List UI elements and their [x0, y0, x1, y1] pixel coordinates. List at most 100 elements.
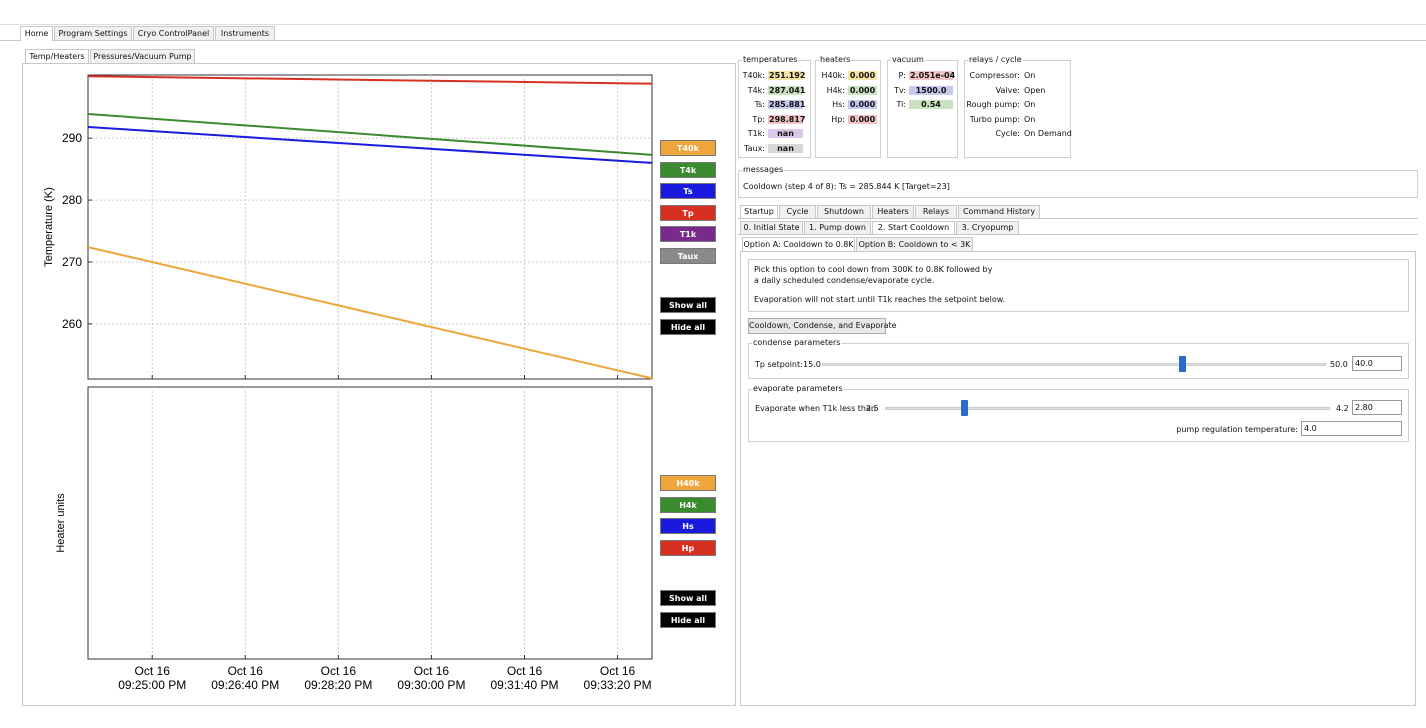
main-tab[interactable]: Program Settings — [54, 26, 132, 41]
legend-button[interactable]: Taux — [660, 248, 716, 264]
x-tick-label: 09:33:20 PM — [584, 678, 652, 692]
legend-button[interactable]: Hide all — [660, 319, 716, 335]
status-value: 0.54 — [909, 100, 953, 109]
group-title: condense parameters — [752, 338, 842, 347]
legend-button[interactable]: Hp — [660, 539, 716, 556]
description-box — [748, 259, 1409, 312]
status-label: Tp: — [752, 114, 765, 124]
x-tick-date: Oct 16 — [321, 664, 357, 678]
legend-button[interactable]: T1k — [660, 226, 716, 243]
legend-button[interactable]: Tp — [660, 204, 716, 221]
status-label: Valve: — [995, 85, 1020, 95]
control-tab[interactable]: Startup — [740, 205, 778, 219]
main-tab[interactable]: Home — [20, 26, 53, 41]
temperature-line — [87, 75, 653, 85]
temperature-line — [87, 246, 653, 380]
status-value: 285.881 — [768, 100, 806, 109]
main-tab[interactable]: Instruments — [215, 26, 275, 41]
action-button[interactable]: Cooldown, Condense, and Evaporate — [748, 318, 897, 334]
temperature-line — [87, 126, 653, 164]
slider-min: 15.0 — [803, 360, 821, 369]
legend-button[interactable]: Ts — [660, 183, 716, 200]
y-tick-label: 290 — [62, 131, 82, 145]
temperature-plot-frame — [87, 74, 653, 380]
status-value: 0.000 — [848, 114, 877, 124]
heater-plot-frame — [87, 386, 653, 660]
param-input[interactable]: 4.0 — [1301, 421, 1402, 436]
param-label: Tp setpoint: — [755, 360, 803, 369]
group-title: relays / cycle — [968, 55, 1023, 64]
status-label: Cycle: — [995, 129, 1020, 138]
status-label: P: — [898, 71, 906, 80]
legend-button[interactable]: Show all — [660, 297, 716, 313]
status-value: 0.000 — [848, 100, 877, 109]
status-label: Tv: — [894, 85, 906, 95]
param-input[interactable]: 2.80 — [1352, 400, 1402, 415]
step-tab[interactable]: 3. Cryopump — [956, 221, 1019, 235]
control-tab[interactable]: Cycle — [779, 205, 816, 219]
x-tick-label: 09:30:00 PM — [397, 678, 465, 692]
status-label: H40k: — [821, 71, 845, 80]
status-value: 287.041 — [768, 85, 806, 95]
slider-max: 4.2 — [1336, 404, 1349, 413]
slider-handle[interactable] — [1179, 356, 1186, 372]
legend-button[interactable]: Hs — [660, 518, 716, 535]
option-panel — [740, 251, 1416, 706]
status-value: Open — [1024, 85, 1046, 95]
legend-button[interactable]: T4k — [660, 161, 716, 178]
status-value: 298.817 — [768, 114, 806, 124]
legend-button[interactable]: Hide all — [660, 612, 716, 628]
message-text: Cooldown (step 4 of 8): Ts = 285.844 K [… — [743, 182, 950, 191]
x-tick-date: Oct 16 — [135, 664, 171, 678]
step-tab[interactable]: 1. Pump down — [804, 221, 871, 235]
status-label: Taux: — [744, 143, 765, 153]
status-label: Hs: — [832, 100, 845, 109]
messages-group — [738, 170, 1418, 198]
main-tab[interactable]: Cryo ControlPanel — [133, 26, 214, 41]
x-tick-label: 09:31:40 PM — [490, 678, 558, 692]
tab-line — [738, 218, 1418, 219]
group-title: messages — [742, 165, 785, 174]
status-value: On Demand — [1024, 129, 1072, 138]
status-label: Rough pump: — [966, 100, 1020, 109]
plot-tab[interactable]: Temp/Heaters — [25, 49, 89, 64]
plot-panel — [22, 63, 736, 706]
slider-handle[interactable] — [960, 400, 968, 416]
y-tick-label: 280 — [62, 193, 82, 207]
control-tab[interactable]: Relays — [915, 205, 957, 219]
slider-max: 50.0 — [1330, 360, 1348, 369]
control-tab[interactable]: Heaters — [872, 205, 914, 219]
status-value: 251.192 — [768, 71, 806, 80]
legend-button[interactable]: Show all — [660, 590, 716, 606]
option-tab[interactable]: Option B: Cooldown to < 3K — [856, 237, 973, 252]
control-tab[interactable]: Command History — [958, 205, 1040, 219]
group-title: vacuum — [891, 55, 925, 64]
status-label: T4k: — [747, 85, 765, 95]
legend-button[interactable]: H40k — [660, 475, 716, 491]
slider-min: 2.5 — [866, 404, 879, 413]
y-axis-label: Temperature (K) — [43, 187, 55, 266]
status-value: 2.051e-04 — [909, 71, 956, 80]
tab-line — [738, 234, 1418, 235]
status-label: H4k: — [826, 85, 845, 95]
control-tab[interactable]: Shutdown — [817, 205, 871, 219]
x-tick-date: Oct 16 — [600, 664, 636, 678]
x-tick-date: Oct 16 — [414, 664, 450, 678]
parameter-group — [748, 343, 1409, 379]
status-value: On — [1024, 114, 1036, 124]
option-tab[interactable]: Option A: Cooldown to 0.8K — [742, 237, 855, 252]
param-input[interactable]: 40.0 — [1352, 356, 1402, 371]
description-line: Evaporation will not start until T1k rea… — [754, 295, 1006, 304]
step-tab[interactable]: 2. Start Cooldown — [872, 221, 955, 235]
status-label: Compressor: — [969, 71, 1020, 80]
status-value: nan — [768, 143, 803, 153]
legend-button[interactable]: H4k — [660, 496, 716, 513]
slider-track — [822, 363, 1326, 366]
slider-track — [885, 407, 1330, 410]
y-axis-label: Heater units — [55, 493, 67, 553]
x-tick-date: Oct 16 — [507, 664, 543, 678]
legend-button[interactable]: T40k — [660, 140, 716, 156]
step-tab[interactable]: 0. Initial State — [740, 221, 803, 235]
